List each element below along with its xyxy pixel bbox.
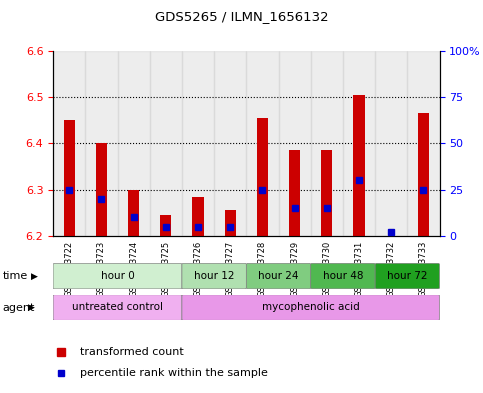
FancyBboxPatch shape xyxy=(182,295,440,320)
Text: hour 24: hour 24 xyxy=(258,270,299,281)
Bar xyxy=(375,51,407,236)
Bar xyxy=(407,51,440,236)
Text: percentile rank within the sample: percentile rank within the sample xyxy=(80,368,268,378)
Bar xyxy=(418,114,429,236)
Bar xyxy=(117,51,150,236)
Text: hour 48: hour 48 xyxy=(323,270,363,281)
FancyBboxPatch shape xyxy=(311,263,375,289)
Text: time: time xyxy=(2,271,28,281)
Text: hour 72: hour 72 xyxy=(387,270,427,281)
Text: ▶: ▶ xyxy=(31,272,38,281)
Bar xyxy=(321,151,332,236)
Bar xyxy=(279,51,311,236)
Text: untreated control: untreated control xyxy=(72,302,163,312)
Text: hour 0: hour 0 xyxy=(100,270,134,281)
Bar xyxy=(182,51,214,236)
Text: agent: agent xyxy=(2,303,35,312)
Bar xyxy=(354,95,365,236)
FancyBboxPatch shape xyxy=(53,263,182,289)
Bar xyxy=(160,215,171,236)
Bar xyxy=(64,120,75,236)
Bar xyxy=(128,190,139,236)
FancyBboxPatch shape xyxy=(182,263,246,289)
FancyBboxPatch shape xyxy=(375,263,440,289)
Bar xyxy=(289,151,300,236)
FancyBboxPatch shape xyxy=(53,295,182,320)
Text: GDS5265 / ILMN_1656132: GDS5265 / ILMN_1656132 xyxy=(155,10,328,23)
Text: hour 12: hour 12 xyxy=(194,270,234,281)
Bar xyxy=(311,51,343,236)
Bar xyxy=(96,143,107,236)
Bar xyxy=(85,51,117,236)
Bar xyxy=(257,118,268,236)
Text: transformed count: transformed count xyxy=(80,347,184,357)
Text: mycophenolic acid: mycophenolic acid xyxy=(262,302,360,312)
Bar xyxy=(225,210,236,236)
Bar xyxy=(150,51,182,236)
Bar xyxy=(53,51,85,236)
FancyBboxPatch shape xyxy=(246,263,311,289)
Bar xyxy=(343,51,375,236)
Text: ▶: ▶ xyxy=(28,303,35,312)
Bar xyxy=(214,51,246,236)
Bar xyxy=(246,51,279,236)
Bar xyxy=(192,196,204,236)
